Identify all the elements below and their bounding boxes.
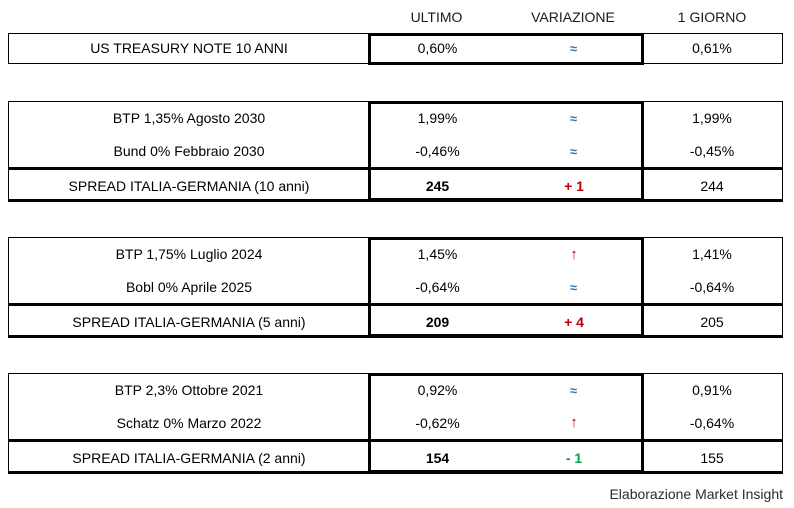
ultimo-value: -0,64%: [415, 278, 460, 295]
instrument-label: US TREASURY NOTE 10 ANNI: [90, 40, 288, 56]
spread-row: SPREAD ITALIA-GERMANIA (10 anni) 245 + 1…: [9, 167, 782, 202]
instrument-label: BTP 1,35% Agosto 2030: [112, 110, 266, 127]
trend-flat-icon: ≈: [569, 383, 579, 399]
spread-label: SPREAD ITALIA-GERMANIA (5 anni): [72, 313, 306, 330]
table-row: Bobl 0% Aprile 2025 -0,64% ≈ -0,64%: [9, 271, 782, 304]
trend-flat-icon: ≈: [569, 41, 579, 56]
giorno-value: -0,64%: [689, 278, 735, 295]
spread-label: SPREAD ITALIA-GERMANIA (2 anni): [72, 449, 306, 466]
trend-flat-icon: ≈: [569, 143, 579, 159]
spread-change-value: + 4: [564, 313, 584, 330]
column-header-ultimo: ULTIMO: [410, 8, 463, 25]
spread-change-value: - 1: [565, 449, 583, 466]
giorno-value: 1,41%: [692, 246, 732, 263]
section-2-anni: BTP 2,3% Ottobre 2021 0,92% ≈ 0,91% Scha…: [8, 372, 783, 474]
spread-row: SPREAD ITALIA-GERMANIA (5 anni) 209 + 4 …: [9, 303, 782, 338]
instrument-label: Bund 0% Febbraio 2030: [113, 142, 265, 159]
ultimo-value: 0,92%: [417, 382, 458, 399]
section-gap: [8, 338, 783, 373]
table-row: BTP 1,75% Luglio 2024 1,45% ↑ 1,41%: [9, 238, 782, 271]
trend-flat-icon: ≈: [569, 279, 579, 295]
trend-flat-icon: ≈: [569, 111, 579, 127]
table-row: BTP 1,35% Agosto 2030 1,99% ≈ 1,99%: [9, 102, 782, 135]
instrument-label: Bobl 0% Aprile 2025: [125, 278, 253, 295]
section-gap: [8, 64, 783, 101]
section-5-anni: BTP 1,75% Luglio 2024 1,45% ↑ 1,41% Bobl…: [8, 236, 783, 338]
table-row: Schatz 0% Marzo 2022 -0,62% ↑ -0,64%: [9, 407, 782, 440]
spread-ultimo-value: 209: [425, 313, 450, 330]
giorno-value: 0,91%: [692, 382, 732, 399]
section-gap: [8, 202, 783, 237]
section-10-anni: BTP 1,35% Agosto 2030 1,99% ≈ 1,99% Bund…: [8, 100, 783, 202]
section-us-treasury: US TREASURY NOTE 10 ANNI 0,60% ≈ 0,61%: [8, 32, 783, 65]
instrument-label: BTP 1,75% Luglio 2024: [115, 246, 263, 263]
table-row: Bund 0% Febbraio 2030 -0,46% ≈ -0,45%: [9, 135, 782, 168]
instrument-label: BTP 2,3% Ottobre 2021: [114, 382, 264, 399]
spread-giorno-value: 205: [700, 313, 724, 330]
trend-up-icon: ↑: [570, 245, 578, 263]
spread-label: SPREAD ITALIA-GERMANIA (10 anni): [68, 177, 310, 194]
source-credit: Elaborazione Market Insight: [609, 486, 783, 502]
trend-up-icon: ↑: [570, 414, 578, 432]
ultimo-value: -0,46%: [415, 142, 460, 159]
spread-ultimo-value: 245: [425, 177, 450, 194]
ultimo-value: 1,99%: [417, 110, 458, 127]
spread-giorno-value: 155: [700, 449, 724, 466]
spread-row: SPREAD ITALIA-GERMANIA (2 anni) 154 - 1 …: [9, 439, 782, 474]
giorno-value: 1,99%: [692, 110, 732, 127]
giorno-value: -0,45%: [689, 142, 735, 159]
giorno-value: -0,64%: [689, 414, 735, 431]
column-header-1giorno: 1 GIORNO: [677, 8, 747, 25]
spread-change-value: + 1: [564, 177, 584, 194]
table-row: BTP 2,3% Ottobre 2021 0,92% ≈ 0,91%: [9, 374, 782, 407]
spread-giorno-value: 244: [700, 177, 724, 194]
ultimo-value: 0,60%: [417, 40, 458, 56]
table-row: US TREASURY NOTE 10 ANNI 0,60% ≈ 0,61%: [9, 34, 782, 62]
column-header-row: ULTIMO VARIAZIONE 1 GIORNO: [8, 0, 783, 33]
spread-table: ULTIMO VARIAZIONE 1 GIORNO US TREASURY N…: [8, 0, 783, 474]
spread-ultimo-value: 154: [425, 449, 450, 466]
giorno-value: 0,61%: [692, 40, 732, 56]
instrument-label: Schatz 0% Marzo 2022: [116, 414, 262, 431]
ultimo-value: -0,62%: [415, 414, 460, 431]
ultimo-value: 1,45%: [417, 246, 458, 263]
column-header-variazione: VARIAZIONE: [531, 8, 615, 25]
